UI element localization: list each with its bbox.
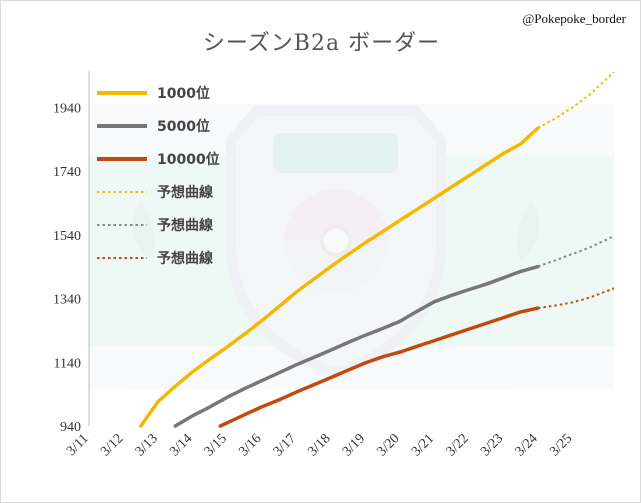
x-tick-label: 3/24: [513, 431, 541, 459]
legend-label: 予想曲線: [157, 184, 213, 201]
x-tick-label: 3/14: [167, 431, 195, 459]
x-tick-label: 3/17: [271, 431, 299, 459]
legend-label: 5000位: [157, 118, 210, 135]
x-tick-label: 3/21: [409, 431, 437, 459]
y-tick-label: 940: [60, 420, 81, 435]
chart-title: シーズンB2a ボーダー: [202, 31, 441, 56]
x-tick-label: 3/18: [305, 431, 333, 459]
x-tick-label: 3/22: [444, 431, 472, 459]
y-tick-label: 1340: [53, 293, 81, 308]
y-tick-label: 1940: [53, 101, 81, 116]
y-tick-label: 1740: [53, 165, 81, 180]
x-tick-label: 3/16: [236, 431, 264, 459]
series-line-2: [218, 306, 540, 428]
legend-label: 予想曲線: [157, 250, 213, 267]
legend-label: 1000位: [157, 85, 210, 102]
y-axis: 940 1140 1340 1540 1740 1940: [53, 101, 81, 435]
series-line-5: [537, 287, 615, 310]
x-tick-label: 3/23: [478, 431, 506, 459]
y-tick-label: 1140: [54, 356, 81, 371]
x-tick-label: 3/25: [547, 431, 575, 459]
x-axis: 3/11 3/12 3/13 3/14 3/15 3/16 3/17 3/18 3/19 3/20…: [64, 431, 575, 459]
x-tick-label: 3/19: [340, 431, 368, 459]
legend-label: 10000位: [157, 151, 220, 168]
series-line-0: [139, 126, 540, 428]
y-tick-label: 1540: [53, 229, 81, 244]
x-tick-label: 3/20: [374, 431, 402, 459]
x-tick-label: 3/13: [133, 431, 161, 459]
x-tick-label: 3/15: [202, 431, 230, 459]
series-line-4: [537, 235, 615, 268]
x-tick-label: 3/11: [64, 431, 92, 459]
series-line-1: [173, 264, 540, 428]
x-tick-label: 3/12: [98, 431, 126, 459]
series-line-3: [537, 71, 615, 129]
series-group: [139, 71, 615, 428]
legend-label: 予想曲線: [157, 217, 213, 234]
credit-label: @Pokepoke_border: [522, 11, 626, 26]
watermark-emblem: [89, 104, 614, 389]
